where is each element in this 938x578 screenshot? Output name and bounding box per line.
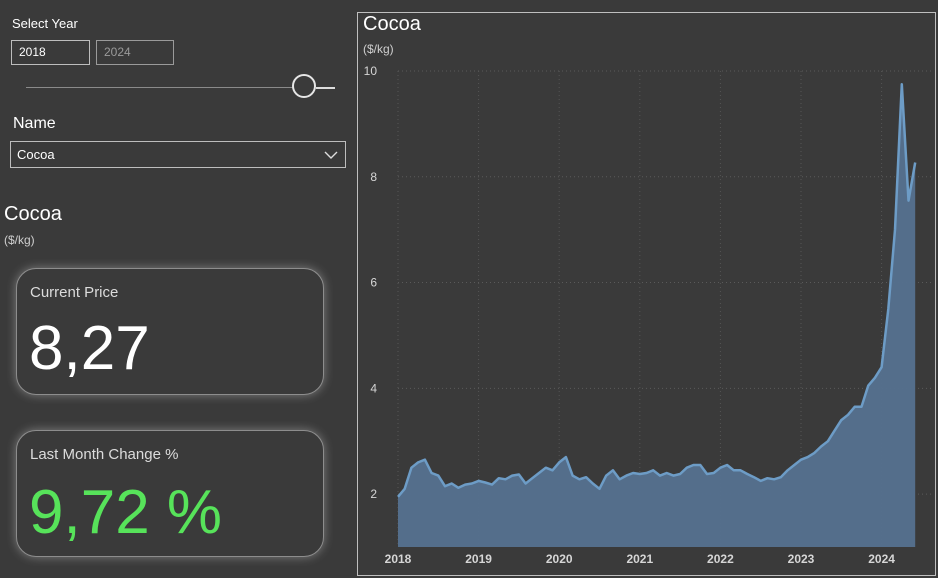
y-tick-label: 8 (370, 170, 377, 184)
x-tick-label: 2024 (868, 552, 895, 566)
year-slider-track[interactable] (26, 87, 296, 88)
x-tick-label: 2023 (788, 552, 815, 566)
chart-panel (357, 12, 936, 576)
chart-title: Cocoa (363, 13, 421, 35)
summary-title: Cocoa (4, 203, 62, 225)
name-filter-label: Name (13, 115, 56, 132)
chart-y-unit: ($/kg) (363, 42, 394, 56)
y-tick-label: 2 (370, 487, 377, 501)
y-tick-label: 4 (370, 381, 377, 395)
x-tick-label: 2018 (385, 552, 412, 566)
current-price-value: 8,27 (29, 314, 150, 383)
year-slider-handle[interactable] (292, 74, 316, 98)
x-tick-label: 2021 (626, 552, 653, 566)
chevron-down-icon (324, 151, 338, 159)
last-month-change-value: 9,72 % (29, 478, 223, 547)
year-slider-tail (316, 87, 335, 89)
year-end-input[interactable]: 2024 (96, 40, 174, 65)
select-year-label: Select Year (12, 16, 78, 31)
name-dropdown-value: Cocoa (17, 147, 55, 162)
x-tick-label: 2020 (546, 552, 573, 566)
last-month-change-label: Last Month Change % (30, 446, 179, 463)
summary-unit: ($/kg) (4, 233, 35, 247)
x-tick-label: 2019 (465, 552, 492, 566)
y-tick-label: 10 (364, 64, 378, 78)
price-area-fill (398, 84, 916, 547)
current-price-card: Current Price 8,27 (16, 268, 324, 395)
x-tick-label: 2022 (707, 552, 734, 566)
y-tick-label: 6 (370, 276, 377, 290)
price-line (397, 82, 917, 498)
year-start-input[interactable]: 2018 (11, 40, 90, 65)
current-price-label: Current Price (30, 284, 119, 301)
name-dropdown[interactable]: Cocoa (10, 141, 346, 168)
last-month-change-card: Last Month Change % 9,72 % (16, 430, 324, 557)
